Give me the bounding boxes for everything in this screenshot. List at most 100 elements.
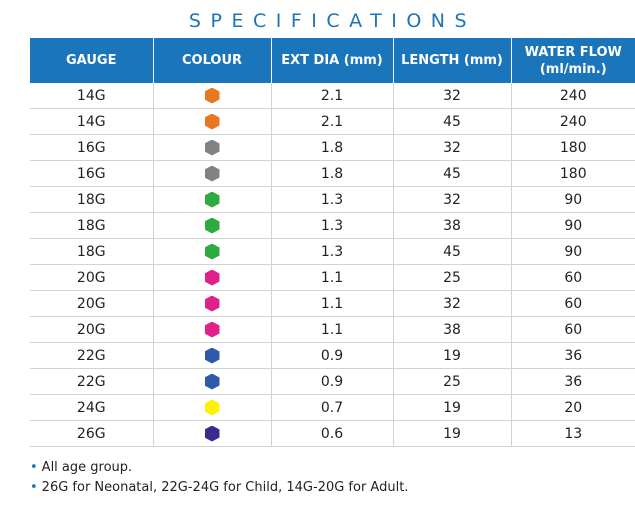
table-row: 16G 1.8 45 180	[30, 160, 635, 187]
hexagon-icon	[204, 425, 220, 442]
length-cell: 25	[393, 368, 512, 395]
hexagon-icon	[204, 347, 220, 364]
water-flow-cell: 60	[511, 290, 635, 317]
colour-cell	[153, 316, 272, 343]
ext-dia-cell: 1.1	[271, 316, 394, 343]
ext-dia-cell: 2.1	[271, 83, 394, 109]
length-cell: 19	[393, 342, 512, 369]
colour-cell	[153, 238, 272, 265]
water-flow-cell: 20	[511, 394, 635, 421]
table-row: 20G 1.1 38 60	[30, 316, 635, 343]
water-flow-cell: 90	[511, 212, 635, 239]
table-row: 14G 2.1 32 240	[30, 83, 635, 109]
hexagon-icon	[204, 87, 220, 104]
column-header-colour: COLOUR	[153, 38, 272, 83]
water-flow-cell: 90	[511, 238, 635, 265]
column-header-length: LENGTH (mm)	[393, 38, 512, 83]
length-cell: 19	[393, 420, 512, 447]
hexagon-icon	[204, 399, 220, 416]
notes-list: • All age group. • 26G for Neonatal, 22G-2…	[30, 458, 408, 498]
table-row: 22G 0.9 19 36	[30, 342, 635, 369]
hexagon-icon	[204, 269, 220, 286]
ext-dia-cell: 1.8	[271, 160, 394, 187]
page-title: SPECIFICATIONS	[188, 10, 477, 32]
table-row: 18G 1.3 32 90	[30, 186, 635, 213]
table-row: 14G 2.1 45 240	[30, 108, 635, 135]
water-flow-cell: 180	[511, 160, 635, 187]
note-item: • All age group.	[30, 458, 408, 478]
table-body: 14G 2.1 32 240 14G 2.1 45 240 16G 1.8 32 180 16G 1.8 4…	[30, 83, 635, 447]
gauge-cell: 18G	[30, 212, 154, 239]
colour-cell	[153, 342, 272, 369]
table-row: 20G 1.1 25 60	[30, 264, 635, 291]
ext-dia-cell: 1.1	[271, 290, 394, 317]
ext-dia-cell: 1.1	[271, 264, 394, 291]
gauge-cell: 16G	[30, 160, 154, 187]
ext-dia-cell: 1.3	[271, 212, 394, 239]
column-header-gauge: GAUGE	[30, 38, 154, 83]
gauge-cell: 18G	[30, 186, 154, 213]
column-header-water-flow: WATER FLOW (ml/min.)	[511, 38, 635, 83]
ext-dia-cell: 0.7	[271, 394, 394, 421]
colour-cell	[153, 160, 272, 187]
table-row: 22G 0.9 25 36	[30, 368, 635, 395]
ext-dia-cell: 0.6	[271, 420, 394, 447]
water-flow-cell: 36	[511, 368, 635, 395]
table-row: 20G 1.1 32 60	[30, 290, 635, 317]
hexagon-icon	[204, 191, 220, 208]
colour-cell	[153, 394, 272, 421]
hexagon-icon	[204, 139, 220, 156]
water-flow-cell: 60	[511, 264, 635, 291]
colour-cell	[153, 83, 272, 109]
water-flow-cell: 13	[511, 420, 635, 447]
table-row: 24G 0.7 19 20	[30, 394, 635, 421]
gauge-cell: 20G	[30, 290, 154, 317]
colour-cell	[153, 420, 272, 447]
column-header-ext-dia: EXT DIA (mm)	[271, 38, 394, 83]
length-cell: 32	[393, 290, 512, 317]
ext-dia-cell: 0.9	[271, 342, 394, 369]
water-flow-cell: 240	[511, 108, 635, 135]
colour-cell	[153, 108, 272, 135]
table-row: 16G 1.8 32 180	[30, 134, 635, 161]
length-cell: 19	[393, 394, 512, 421]
gauge-cell: 22G	[30, 368, 154, 395]
hexagon-icon	[204, 217, 220, 234]
colour-cell	[153, 134, 272, 161]
water-flow-cell: 36	[511, 342, 635, 369]
note-item: • 26G for Neonatal, 22G-24G for Child, 14…	[30, 478, 408, 498]
length-cell: 45	[393, 238, 512, 265]
gauge-cell: 22G	[30, 342, 154, 369]
ext-dia-cell: 2.1	[271, 108, 394, 135]
gauge-cell: 14G	[30, 83, 154, 109]
ext-dia-cell: 1.8	[271, 134, 394, 161]
bullet-icon: •	[30, 460, 38, 475]
colour-cell	[153, 290, 272, 317]
length-cell: 32	[393, 83, 512, 109]
note-text: All age group.	[41, 460, 133, 475]
ext-dia-cell: 1.3	[271, 186, 394, 213]
length-cell: 38	[393, 212, 512, 239]
hexagon-icon	[204, 243, 220, 260]
length-cell: 32	[393, 186, 512, 213]
header-row: GAUGE COLOUR EXT DIA (mm) LENGTH (mm) WA…	[30, 38, 635, 83]
gauge-cell: 20G	[30, 264, 154, 291]
water-flow-cell: 60	[511, 316, 635, 343]
gauge-cell: 14G	[30, 108, 154, 135]
length-cell: 32	[393, 134, 512, 161]
water-flow-cell: 90	[511, 186, 635, 213]
hexagon-icon	[204, 321, 220, 338]
gauge-cell: 20G	[30, 316, 154, 343]
gauge-cell: 16G	[30, 134, 154, 161]
hexagon-icon	[204, 373, 220, 390]
table-row: 26G 0.6 19 13	[30, 420, 635, 447]
gauge-cell: 18G	[30, 238, 154, 265]
colour-cell	[153, 368, 272, 395]
specifications-table: GAUGE COLOUR EXT DIA (mm) LENGTH (mm) WA…	[30, 38, 635, 447]
note-text: 26G for Neonatal, 22G-24G for Child, 14G…	[41, 480, 409, 495]
colour-cell	[153, 212, 272, 239]
length-cell: 25	[393, 264, 512, 291]
length-cell: 38	[393, 316, 512, 343]
colour-cell	[153, 264, 272, 291]
length-cell: 45	[393, 108, 512, 135]
